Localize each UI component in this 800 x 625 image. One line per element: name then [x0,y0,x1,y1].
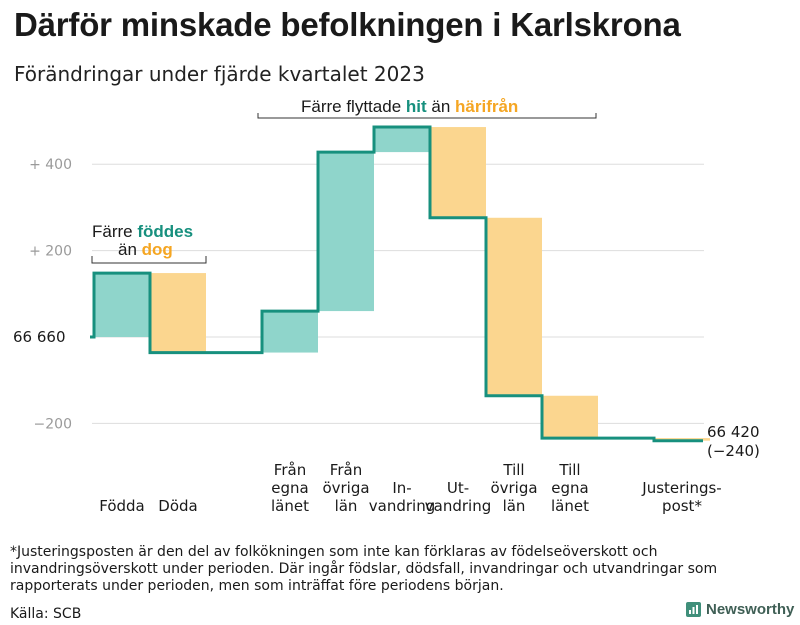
annotation-moves: Färre flyttade hit än härifrån [301,97,518,116]
waterfall-bar [318,152,374,312]
source: Källa: SCB [10,606,82,622]
waterfall-bar [374,127,430,153]
x-category-label: Till övriga län [490,461,537,515]
x-category-label: Döda [158,497,197,515]
bar-chart-icon [686,602,701,617]
step-line [90,125,703,443]
chart-title: Därför minskade befolkningen i Karlskron… [14,6,681,43]
waterfall-bar [150,273,206,353]
y-tick-label: −200 [34,416,72,432]
x-category-label: Till egna länet [551,461,589,515]
end-value-label: 66 420 [707,423,760,441]
x-category-labels: Födda Döda Från egna länet Från övriga länIn-va… [99,461,721,515]
annotation-births-line2: än dog [118,240,173,259]
logo-text: Newsworthy [706,601,795,618]
y-tick-labels: + 400 + 200 −200 66 660 66 420(−240) [13,157,760,460]
annotation-births-bracket [91,256,207,264]
end-change-label: (−240) [707,442,760,460]
bars [94,127,710,441]
cumulative-step-line [90,125,703,443]
x-category-label: Justerings-post* [641,479,721,515]
footnote: *Justeringsposten är den del av folkökni… [10,544,718,594]
x-category-label: In-vandring [369,479,435,515]
annotation-births-line1: Färre föddes [92,222,193,241]
annotation-moves-bracket [257,113,597,119]
chart-subtitle: Förändringar under fjärde kvartalet 2023 [14,62,425,86]
waterfall-bar [542,395,598,439]
y-tick-label: + 400 [29,157,72,173]
waterfall-bar [94,273,150,337]
waterfall-bar [486,217,542,396]
waterfall-chart: + 400 + 200 −200 66 660 66 420(−240) Födda Dö… [13,97,760,515]
x-category-label: Födda [99,497,145,515]
y-tick-label: + 200 [29,244,72,260]
x-category-label: Från egna länet [271,461,309,515]
newsworthy-logo: Newsworthy [686,601,794,618]
start-value-label: 66 660 [13,328,66,346]
gridlines [92,163,704,424]
waterfall-bar [262,311,318,353]
x-category-label: Från övriga län [322,461,369,515]
waterfall-bar [430,127,486,218]
x-category-label: Ut-vandring [425,479,491,515]
